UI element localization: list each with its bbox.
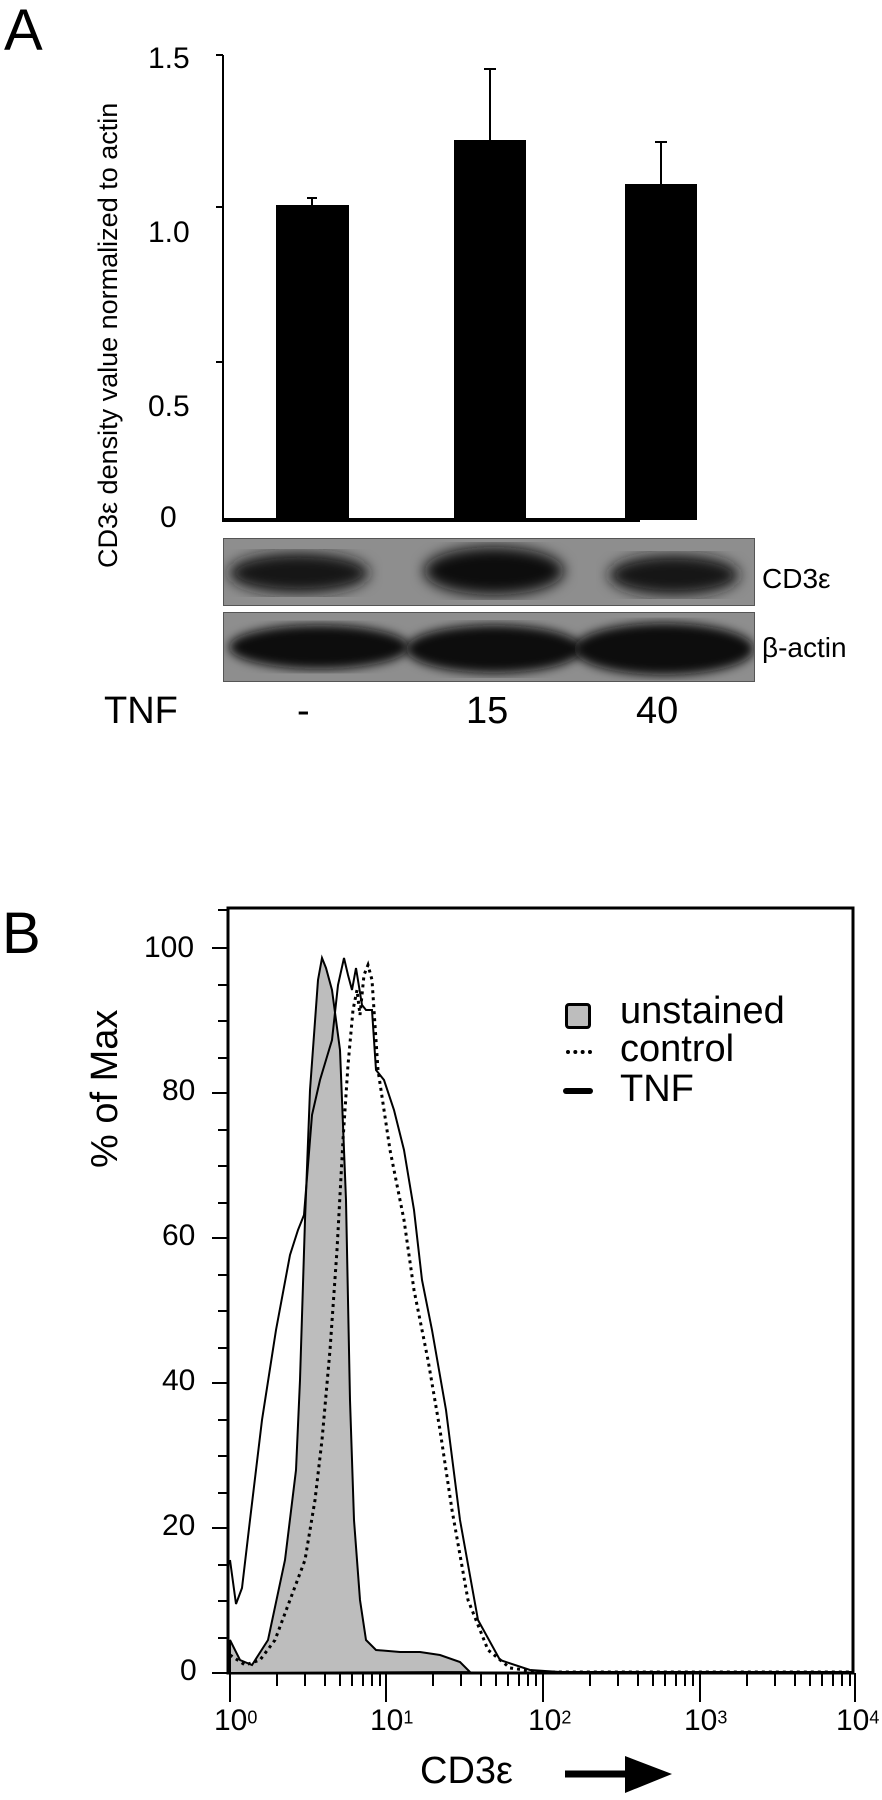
panel-a-ytick-1.0: 1.0 [148, 216, 190, 249]
panel-b-xtick-1e2: 102 [528, 1704, 572, 1737]
panel-b-ytick-40: 40 [162, 1364, 196, 1397]
panel-b-xtick-1e4: 104 [836, 1704, 880, 1737]
panel-b-ytick-0: 0 [180, 1654, 197, 1687]
panel-b-xtick-1e1: 101 [370, 1704, 414, 1737]
panel-b-ytick-60: 60 [162, 1219, 196, 1252]
panel-a-bar-chart [216, 54, 697, 522]
legend-swatch-control [566, 1050, 592, 1054]
lane-label-none: - [297, 690, 310, 732]
legend-swatch-tnf [563, 1088, 593, 1094]
panel-b-xtick-1e3: 103 [684, 1704, 728, 1737]
legend-label-unstained: unstained [620, 990, 785, 1032]
blot-cd3e [223, 538, 755, 606]
lane-label-40: 40 [636, 690, 679, 732]
blot-label-cd3e: CD3ε [762, 563, 831, 594]
panel-label-b: B [2, 901, 41, 966]
panel-b-ytick-100: 100 [144, 931, 195, 964]
panel-b-xtick-1e0: 100 [214, 1704, 258, 1737]
legend-swatch-unstained [565, 1003, 591, 1029]
blot-label-beta-actin: β-actin [762, 632, 847, 663]
panel-a-ytick-1.5: 1.5 [148, 42, 190, 75]
bar-tnf-none [276, 205, 349, 520]
lane-label-15: 15 [466, 690, 509, 732]
panel-b-y-axis-label: % of Max [84, 1009, 126, 1168]
panel-a-ytick-0: 0 [160, 501, 177, 534]
panel-label-a: A [4, 0, 43, 63]
panel-b-ytick-80: 80 [162, 1074, 196, 1107]
panel-b-x-axis-label: CD3ε [420, 1750, 513, 1792]
blot-beta-actin [223, 612, 755, 682]
panel-a-ytick-0.5: 0.5 [148, 390, 190, 423]
legend-label-control: control [620, 1028, 735, 1070]
legend-label-tnf: TNF [620, 1068, 694, 1110]
treatment-label: TNF [104, 690, 178, 732]
bar-tnf-15 [454, 140, 526, 520]
panel-b-ytick-20: 20 [162, 1509, 196, 1542]
bar-tnf-40 [625, 184, 697, 520]
